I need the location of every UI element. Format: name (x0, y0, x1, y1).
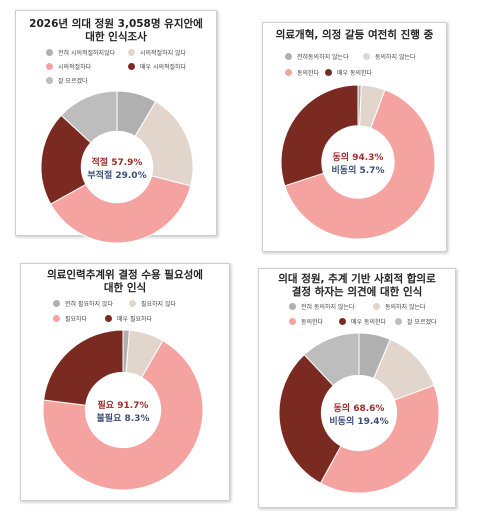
legend-item-1-4: 매우 시의적절하다 (128, 62, 186, 71)
legend-swatch (128, 63, 135, 70)
legend-label: 매우 동의한다 (351, 319, 387, 326)
legend-label: 매우 시의적절하다 (140, 64, 187, 71)
legend-item-3-4: 매우 필요하다 (105, 314, 152, 323)
donut-center-label-4-2: 비동의 19.4% (329, 415, 388, 427)
legend-item-4-5: 잘 모르겠다 (395, 317, 437, 326)
legend-item-3-2: 필요하지 않다 (129, 299, 176, 308)
legend-swatch (325, 69, 332, 76)
legend-item-4-3: 동의한다 (289, 317, 323, 326)
legend-swatch (285, 53, 292, 60)
legend-swatch (46, 49, 53, 56)
donut-chart-4: 동의 68.6%비동의 19.4% (278, 332, 440, 494)
legend-item-2-1: 전혀동의하지 않는다 (285, 52, 349, 61)
legend-swatch (373, 303, 380, 310)
donut-center-label-2-2: 비동의 5.7% (332, 164, 385, 176)
donut-center-label-4-1: 동의 68.6% (334, 402, 385, 414)
donut-chart-1: 적절 57.9%부적절 29.0% (40, 90, 194, 244)
chart-title-1-line-1: 2026년 의대 정원 3,058명 유지안에 (29, 18, 203, 30)
legend-item-1-3: 시의적절하다 (46, 62, 91, 71)
chart-panel-3: 의료인력추계위 결정 수용 필요성에 대한 인식 전혀 필요하지 않다 필요하지… (20, 263, 230, 501)
legend-label: 전혀동의하지 않는다 (297, 54, 349, 61)
legend-swatch (129, 300, 136, 307)
chart-title-4: 의대 정원, 추계 기반 사회적 합의로 결정 하자는 의견에 대한 인식 (259, 273, 455, 299)
legend-swatch (395, 318, 402, 325)
legend-label: 동의한다 (301, 319, 324, 326)
legend-swatch (105, 315, 112, 322)
chart-panel-1: 2026년 의대 정원 3,058명 유지안에 대한 인식조사 전혀 시의적절하… (15, 10, 217, 244)
legend-swatch (363, 53, 370, 60)
donut-center-label-1-1: 적절 57.9% (92, 156, 143, 168)
chart-title-3: 의료인력추계위 결정 수용 필요성에 대한 인식 (21, 269, 229, 295)
legend-label: 동의하지 않는다 (375, 54, 416, 61)
chart-title-1: 2026년 의대 정원 3,058명 유지안에 대한 인식조사 (16, 18, 216, 44)
legend-item-1-1: 전혀 시의적절하지않다 (46, 48, 115, 57)
legend-item-3-3: 필요하다 (53, 314, 87, 323)
chart-title-3-line-1: 의료인력추계위 결정 수용 필요성에 (47, 269, 203, 281)
legend-swatch (285, 69, 292, 76)
legend-item-3-1: 전혀 필요하지 않다 (53, 299, 113, 308)
donut-slice-4-3 (319, 384, 440, 494)
legend-item-2-2: 동의하지 않는다 (363, 52, 416, 61)
legend-label: 시의적절하지 않다 (140, 50, 187, 57)
legend-swatch (53, 315, 60, 322)
chart-title-1-line-2: 대한 인식조사 (85, 31, 147, 43)
chart-title-4-line-2: 결정 하자는 의견에 대한 인식 (291, 286, 423, 298)
donut-chart-3: 필요 91.7%불필요 8.3% (42, 329, 204, 491)
legend-item-2-4: 매우 동의한다 (325, 68, 372, 77)
chart-panel-4: 의대 정원, 추계 기반 사회적 합의로 결정 하자는 의견에 대한 인식 전혀… (258, 268, 456, 508)
legend-swatch (46, 63, 53, 70)
legend-label: 잘 모르겠다 (58, 78, 88, 85)
legend-label: 동의한다 (297, 70, 320, 77)
legend-swatch (339, 318, 346, 325)
legend-swatch (289, 303, 296, 310)
donut-center-label-3-2: 불필요 8.3% (97, 412, 150, 424)
chart-title-2-line-1: 의료개혁, 의정 갈등 여전히 진행 중 (275, 29, 434, 41)
legend-label: 동의하지 않는다 (385, 304, 426, 311)
donut-center-label-1-2: 부적절 29.0% (87, 169, 146, 181)
legend-label: 매우 동의한다 (337, 70, 373, 77)
legend-label: 매우 필요하다 (117, 316, 153, 323)
legend-label: 잘 모르겠다 (407, 319, 437, 326)
legend-item-1-2: 시의적절하지 않다 (128, 48, 186, 57)
legend-label: 필요하다 (65, 316, 88, 323)
legend-label: 전혀 필요하지 않다 (65, 301, 113, 308)
legend-swatch (128, 49, 135, 56)
legend-swatch (289, 318, 296, 325)
legend-item-4-2: 동의하지 않는다 (373, 302, 426, 311)
legend-item-4-1: 전혀 동의하지 않는다 (289, 302, 355, 311)
donut-slice-3-3 (42, 339, 204, 491)
donut-slice-2-4 (280, 84, 359, 187)
donut-center-label-3-1: 필요 91.7% (98, 399, 149, 411)
donut-slice-4-4 (278, 353, 342, 484)
legend-label: 전혀 동의하지 않는다 (301, 304, 355, 311)
donut-slice-1-5 (60, 90, 118, 144)
legend-item-2-3: 동의한다 (285, 68, 319, 77)
chart-title-3-line-2: 대한 인식 (103, 282, 147, 294)
legend-label: 필요하지 않다 (141, 301, 177, 308)
legend-label: 시의적절하다 (58, 64, 92, 71)
donut-slice-1-3 (49, 175, 192, 244)
donut-center-label-2-1: 동의 94.3% (333, 151, 384, 163)
donut-slice-2-3 (284, 89, 436, 240)
chart-title-2: 의료개혁, 의정 갈등 여전히 진행 중 (263, 29, 446, 42)
legend-swatch (46, 77, 53, 84)
donut-slice-4-5 (303, 332, 360, 387)
chart-title-4-line-1: 의대 정원, 추계 기반 사회적 합의로 (278, 273, 436, 285)
legend-item-1-5: 잘 모르겠다 (46, 76, 88, 85)
chart-panel-2: 의료개혁, 의정 갈등 여전히 진행 중 전혀동의하지 않는다 동의하지 않는다… (262, 22, 447, 252)
donut-slice-3-4 (43, 329, 124, 406)
donut-chart-2: 동의 94.3%비동의 5.7% (280, 84, 436, 240)
legend-swatch (53, 300, 60, 307)
legend-item-4-4: 매우 동의한다 (339, 317, 386, 326)
legend-label: 전혀 시의적절하지않다 (58, 50, 116, 57)
